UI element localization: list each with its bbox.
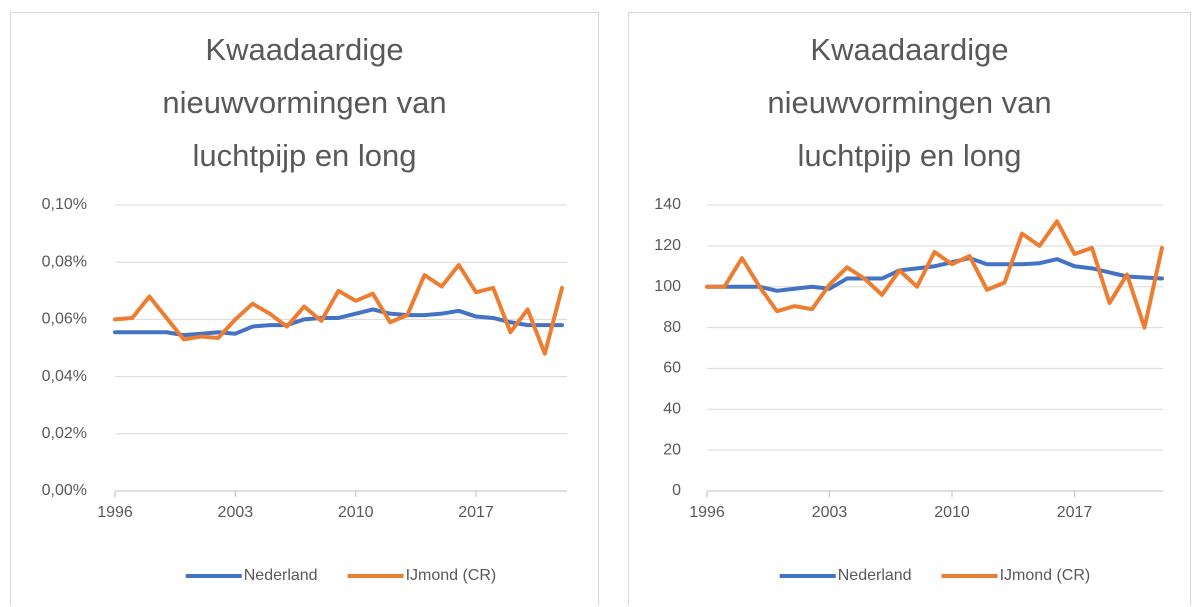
y-tick-label: 20 [663, 441, 681, 458]
legend-label: Nederland [838, 567, 912, 584]
y-tick-label: 0,00% [42, 482, 87, 499]
y-tick-label: 40 [663, 401, 681, 418]
line-series [705, 219, 1164, 330]
chart: 0 20 40 60 80 100 120 140 1996 2003 2010 2017 Nederl… [654, 196, 1164, 584]
y-tick-label: 120 [654, 237, 681, 254]
legend-label: Nederland [244, 567, 318, 584]
y-tick-label: 60 [663, 360, 681, 377]
x-tick-label: 2017 [1057, 504, 1093, 521]
y-tick-label: 0 [672, 482, 681, 499]
chart-panel: Kwaadaardige nieuwvormingen van luchtpij… [628, 12, 1191, 606]
line-series [705, 256, 1164, 293]
x-tick-label: 2010 [338, 504, 374, 521]
y-tick-label: 0,10% [42, 196, 87, 213]
line-series [113, 307, 564, 338]
x-tick-label: 1996 [97, 504, 133, 521]
chart-title: Kwaadaardige nieuwvormingen van luchtpij… [162, 32, 447, 173]
y-tick-label: 0,02% [42, 425, 87, 442]
chart: 0,00% 0,02% 0,04% 0,06% 0,08% 0,10% 1996 2003 20… [42, 196, 567, 584]
y-tick-label: 140 [654, 196, 681, 213]
chart-panel: Kwaadaardige nieuwvormingen van luchtpij… [10, 12, 599, 606]
line-series [113, 263, 564, 356]
x-tick-label: 2003 [812, 504, 848, 521]
legend-label: IJmond (CR) [1000, 567, 1091, 584]
y-tick-label: 0,08% [42, 253, 87, 270]
x-tick-label: 2003 [218, 504, 254, 521]
y-tick-label: 100 [654, 278, 681, 295]
x-tick-label: 1996 [689, 504, 725, 521]
legend-label: IJmond (CR) [406, 567, 497, 584]
y-tick-label: 80 [663, 319, 681, 336]
x-tick-label: 2017 [458, 504, 494, 521]
y-tick-label: 0,04% [42, 368, 87, 385]
x-tick-label: 2010 [934, 504, 970, 521]
y-tick-label: 0,06% [42, 311, 87, 328]
chart-title: Kwaadaardige nieuwvormingen van luchtpij… [767, 32, 1052, 173]
